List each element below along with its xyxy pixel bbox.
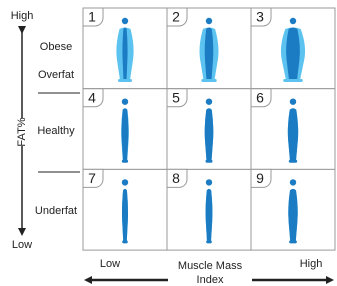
body <box>205 28 214 81</box>
cell-number: 7 <box>88 170 96 186</box>
head <box>122 179 128 185</box>
cell-number: 8 <box>172 170 180 186</box>
row-label: Underfat <box>35 205 77 217</box>
x-low-label: Low <box>100 258 120 270</box>
cell-number: 9 <box>256 170 264 186</box>
cell-number: 2 <box>172 9 180 25</box>
feet <box>289 240 297 243</box>
body <box>286 28 300 81</box>
x-high-label: High <box>300 258 323 270</box>
body <box>288 108 298 161</box>
y-low-label: Low <box>12 239 32 251</box>
cell-number: 4 <box>88 89 96 105</box>
head <box>206 99 212 105</box>
feet <box>122 160 128 163</box>
feet <box>289 160 297 163</box>
y-title: FAT% <box>16 117 28 146</box>
feet <box>283 79 303 82</box>
head <box>206 18 212 24</box>
body <box>122 28 127 81</box>
head <box>122 18 128 24</box>
grid: 1 2 3 4 5 6 7 8 9 <box>83 8 335 250</box>
cell-number: 1 <box>88 9 96 25</box>
feet <box>206 160 213 163</box>
x-title: Index <box>197 274 224 286</box>
x-title: Muscle Mass <box>178 260 243 272</box>
body <box>288 189 297 242</box>
cell-number: 3 <box>256 9 264 25</box>
body <box>205 108 214 161</box>
cell-number: 6 <box>256 89 264 105</box>
head <box>122 99 128 105</box>
cell-number: 5 <box>172 89 180 105</box>
body-composition-diagram: High Low FAT% Obese Overfat Healthy Unde… <box>0 0 337 286</box>
y-high-label: High <box>11 10 34 22</box>
row-label: Obese <box>40 41 72 53</box>
head <box>290 99 296 105</box>
row-label: Healthy <box>37 125 75 137</box>
head <box>290 179 296 185</box>
feet <box>118 79 132 82</box>
head <box>206 179 212 185</box>
body <box>206 189 213 242</box>
body <box>122 108 129 161</box>
feet <box>206 240 212 243</box>
feet <box>201 79 216 82</box>
feet <box>122 240 128 243</box>
body <box>122 189 128 242</box>
head <box>290 18 296 24</box>
row-label: Overfat <box>38 69 74 81</box>
